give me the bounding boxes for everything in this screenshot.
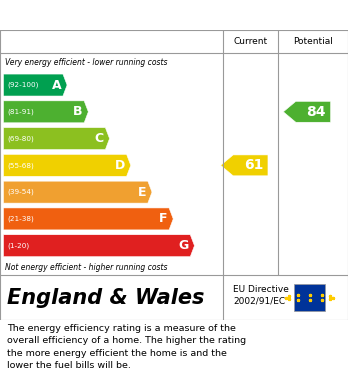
Text: Current: Current xyxy=(234,37,268,46)
Polygon shape xyxy=(3,181,152,203)
Polygon shape xyxy=(3,154,131,176)
Text: The energy efficiency rating is a measure of the
overall efficiency of a home. T: The energy efficiency rating is a measur… xyxy=(7,323,246,370)
Text: (55-68): (55-68) xyxy=(8,162,34,169)
Text: Energy Efficiency Rating: Energy Efficiency Rating xyxy=(7,7,217,23)
Text: D: D xyxy=(114,159,125,172)
FancyBboxPatch shape xyxy=(294,283,325,312)
Text: England & Wales: England & Wales xyxy=(7,287,204,307)
Text: (21-38): (21-38) xyxy=(8,216,34,222)
Polygon shape xyxy=(3,101,88,123)
Polygon shape xyxy=(3,235,195,256)
Text: (69-80): (69-80) xyxy=(8,135,34,142)
Text: EU Directive
2002/91/EC: EU Directive 2002/91/EC xyxy=(233,285,289,306)
Polygon shape xyxy=(3,208,173,230)
Text: B: B xyxy=(73,105,82,118)
Polygon shape xyxy=(3,127,110,150)
Text: Not energy efficient - higher running costs: Not energy efficient - higher running co… xyxy=(5,262,168,271)
Polygon shape xyxy=(221,155,268,176)
Text: (81-91): (81-91) xyxy=(8,109,34,115)
Text: A: A xyxy=(52,79,61,91)
Polygon shape xyxy=(3,74,67,96)
Text: C: C xyxy=(95,132,104,145)
Text: F: F xyxy=(159,212,167,226)
Text: 61: 61 xyxy=(244,158,263,172)
Polygon shape xyxy=(283,101,331,122)
Text: (39-54): (39-54) xyxy=(8,189,34,196)
Text: (1-20): (1-20) xyxy=(8,242,30,249)
Text: (92-100): (92-100) xyxy=(8,82,39,88)
Text: E: E xyxy=(137,186,146,199)
Text: Potential: Potential xyxy=(293,37,333,46)
Text: Very energy efficient - lower running costs: Very energy efficient - lower running co… xyxy=(5,58,168,67)
Text: G: G xyxy=(178,239,189,252)
Text: 84: 84 xyxy=(307,105,326,119)
